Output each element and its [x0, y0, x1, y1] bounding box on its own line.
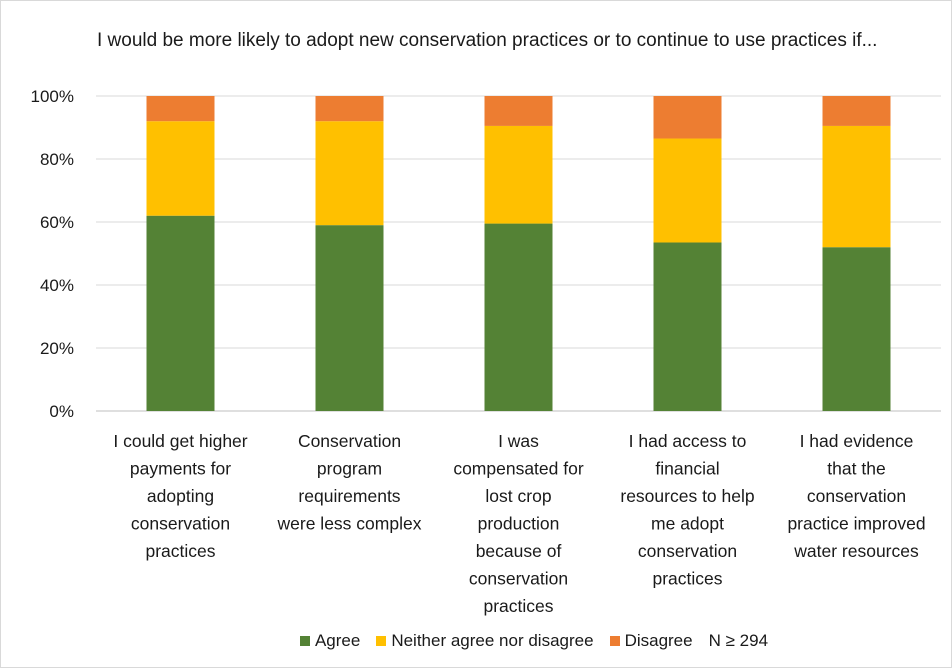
y-tick-label: 60% — [40, 213, 74, 232]
x-category-label: Conservation program requirements were less… — [277, 431, 422, 534]
bar-segment-agree — [146, 215, 215, 411]
x-category-label: I could get higher payments for adopting co… — [113, 431, 247, 561]
legend-item: Neither agree nor disagree — [376, 631, 594, 651]
bar-segment-disagree — [315, 96, 384, 122]
legend: Agree Neither agree nor disagree Disagree N… — [1, 631, 952, 651]
y-tick-label: 40% — [40, 276, 74, 295]
bar-segment-agree — [484, 223, 553, 411]
bar-segment-agree — [822, 247, 891, 411]
y-tick-label: 20% — [40, 339, 74, 358]
legend-swatch — [299, 636, 310, 646]
legend-label: Neither agree nor disagree — [391, 631, 594, 650]
legend-item: Agree — [299, 631, 361, 651]
x-category-label: I had evidence that the conservation practi… — [787, 431, 925, 561]
legend-swatch — [376, 636, 387, 646]
chart-title: I would be more likely to adopt new cons… — [97, 30, 878, 51]
x-category-label: I had access to financial resources to hel… — [620, 431, 754, 589]
bar-segment-disagree — [484, 96, 553, 126]
bar-segment-neither-agree-nor-disagree — [315, 121, 384, 226]
bar-segment-neither-agree-nor-disagree — [146, 121, 215, 216]
legend-sample-size-note: N ≥ 294 — [708, 631, 769, 650]
legend-item: Disagree — [609, 631, 693, 651]
bar-segment-disagree — [146, 96, 215, 122]
bar-segment-agree — [315, 225, 384, 411]
bar-segment-agree — [653, 242, 722, 411]
x-category-label: I was compensated for lost crop production b… — [453, 431, 584, 616]
legend-label: Disagree — [624, 631, 693, 650]
bar-segment-neither-agree-nor-disagree — [484, 125, 553, 224]
bar-segment-neither-agree-nor-disagree — [653, 138, 722, 243]
legend-label: Agree — [314, 631, 361, 650]
legend-swatch — [609, 636, 620, 646]
bar-segment-disagree — [653, 96, 722, 139]
bar-segment-neither-agree-nor-disagree — [822, 125, 891, 248]
y-tick-label: 80% — [40, 150, 74, 169]
y-tick-label: 100% — [31, 87, 74, 106]
y-tick-label: 0% — [49, 402, 74, 421]
bar-segment-disagree — [822, 96, 891, 126]
